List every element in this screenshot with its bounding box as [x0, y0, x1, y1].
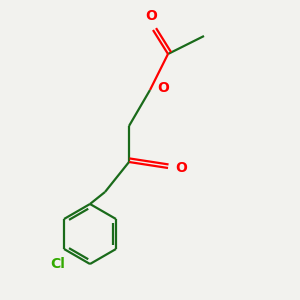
Text: O: O	[146, 8, 158, 22]
Text: Cl: Cl	[50, 256, 65, 271]
Text: O: O	[158, 82, 169, 95]
Text: O: O	[176, 161, 188, 175]
